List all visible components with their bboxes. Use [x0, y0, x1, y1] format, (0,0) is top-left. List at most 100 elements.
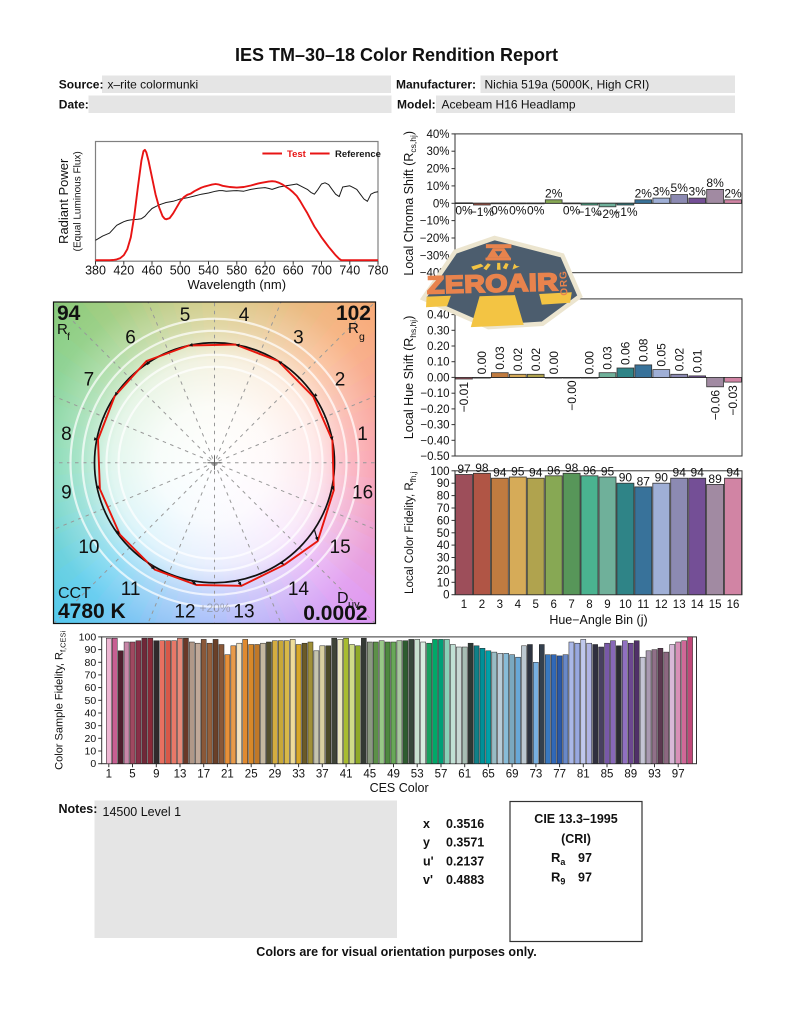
- svg-text:70: 70: [85, 669, 97, 681]
- svg-text:40: 40: [85, 708, 97, 720]
- svg-text:1: 1: [106, 769, 112, 781]
- svg-text:−0.10: −0.10: [420, 388, 449, 400]
- svg-text:65: 65: [482, 769, 495, 781]
- svg-text:Acebeam H16 Headlamp: Acebeam H16 Headlamp: [442, 98, 576, 112]
- svg-text:(Equal Luminous Flux): (Equal Luminous Flux): [73, 151, 84, 251]
- svg-text:660: 660: [283, 264, 304, 278]
- svg-text:Notes:: Notes:: [59, 802, 98, 816]
- svg-text:16: 16: [727, 599, 740, 611]
- svg-text:100: 100: [430, 466, 449, 478]
- svg-text:9: 9: [604, 599, 610, 611]
- svg-text:6: 6: [550, 599, 556, 611]
- svg-text:30: 30: [437, 553, 450, 565]
- svg-text:0%: 0%: [563, 203, 581, 217]
- svg-text:CIE 13.3–1995: CIE 13.3–1995: [534, 812, 617, 826]
- svg-text:12: 12: [655, 599, 668, 611]
- svg-text:96: 96: [583, 463, 597, 477]
- svg-text:4: 4: [515, 599, 522, 611]
- svg-text:y: y: [423, 836, 430, 850]
- svg-text:0.05: 0.05: [655, 343, 669, 367]
- svg-text:60: 60: [85, 682, 97, 694]
- svg-text:500: 500: [170, 264, 191, 278]
- svg-text:Colors are for visual orientat: Colors are for visual orientation purpos…: [256, 945, 536, 959]
- svg-text:x–rite colormunki: x–rite colormunki: [108, 78, 199, 92]
- svg-text:0.3571: 0.3571: [446, 836, 484, 850]
- svg-text:13: 13: [174, 769, 187, 781]
- svg-text:10: 10: [78, 537, 99, 558]
- svg-text:IES TM–30–18 Color Rendition R: IES TM–30–18 Color Rendition Report: [235, 45, 558, 65]
- svg-text:g: g: [359, 331, 365, 343]
- svg-text:v': v': [423, 873, 433, 887]
- svg-text:0%: 0%: [527, 203, 545, 217]
- svg-text:10: 10: [619, 599, 632, 611]
- svg-text:87: 87: [637, 474, 651, 488]
- svg-text:Color Sample Fidelity, Rf,CESi: Color Sample Fidelity, Rf,CESi: [54, 630, 68, 769]
- svg-text:41: 41: [340, 769, 353, 781]
- svg-text:Model:: Model:: [397, 98, 436, 112]
- svg-text:81: 81: [577, 769, 590, 781]
- svg-text:89: 89: [624, 769, 637, 781]
- svg-text:0.10: 0.10: [427, 357, 449, 369]
- svg-text:Nichia 519a (5000K, High CRI): Nichia 519a (5000K, High CRI): [485, 78, 650, 92]
- svg-text:0.00: 0.00: [547, 351, 561, 375]
- svg-text:0.08: 0.08: [637, 338, 651, 362]
- svg-text:33: 33: [292, 769, 305, 781]
- svg-text:100: 100: [79, 631, 97, 643]
- svg-text:Date:: Date:: [59, 98, 89, 112]
- svg-text:30: 30: [85, 720, 97, 732]
- svg-text:0.03: 0.03: [601, 346, 615, 370]
- svg-text:90: 90: [619, 471, 633, 485]
- svg-text:Test: Test: [287, 149, 307, 160]
- svg-text:0%: 0%: [433, 198, 450, 210]
- svg-text:3: 3: [497, 599, 503, 611]
- svg-text:45: 45: [363, 769, 376, 781]
- svg-text:20: 20: [437, 565, 450, 577]
- svg-text:D: D: [337, 590, 349, 607]
- svg-text:97: 97: [672, 769, 685, 781]
- svg-text:53: 53: [411, 769, 424, 781]
- svg-text:5: 5: [532, 599, 538, 611]
- svg-text:10%: 10%: [426, 181, 449, 193]
- svg-text:−30%: −30%: [420, 250, 450, 262]
- svg-text:0.2137: 0.2137: [446, 854, 484, 868]
- svg-text:25: 25: [245, 769, 258, 781]
- svg-text:Wavelength (nm): Wavelength (nm): [188, 277, 287, 292]
- svg-text:29: 29: [269, 769, 282, 781]
- svg-text:80: 80: [437, 491, 450, 503]
- svg-text:380: 380: [85, 264, 106, 278]
- svg-text:0: 0: [443, 590, 449, 602]
- svg-text:94: 94: [529, 466, 543, 480]
- svg-text:80: 80: [85, 657, 97, 669]
- svg-text:94: 94: [57, 302, 81, 325]
- svg-text:0.02: 0.02: [529, 348, 543, 372]
- svg-text:94: 94: [493, 466, 507, 480]
- svg-text:0.02: 0.02: [672, 348, 686, 372]
- svg-text:0%: 0%: [491, 203, 509, 217]
- svg-text:50: 50: [437, 528, 450, 540]
- svg-text:R: R: [348, 320, 359, 337]
- svg-text:77: 77: [553, 769, 566, 781]
- svg-text:0.00: 0.00: [475, 351, 489, 375]
- svg-text:0.20: 0.20: [427, 341, 449, 353]
- svg-text:94: 94: [726, 466, 740, 480]
- svg-text:f: f: [67, 331, 70, 343]
- svg-text:0%: 0%: [509, 203, 527, 217]
- svg-text:5: 5: [129, 769, 135, 781]
- svg-text:Radiant Power: Radiant Power: [56, 158, 71, 244]
- svg-text:40%: 40%: [426, 129, 449, 141]
- svg-text:20%: 20%: [426, 164, 449, 176]
- svg-text:70: 70: [437, 503, 450, 515]
- svg-text:10: 10: [437, 577, 450, 589]
- svg-text:14: 14: [691, 599, 704, 611]
- svg-text:0.01: 0.01: [690, 349, 704, 373]
- svg-text:CCT: CCT: [58, 585, 91, 602]
- svg-text:0.00: 0.00: [583, 351, 597, 375]
- svg-text:96: 96: [547, 463, 561, 477]
- svg-text:0.3516: 0.3516: [446, 817, 484, 831]
- svg-text:Hue−Angle Bin (j): Hue−Angle Bin (j): [549, 613, 647, 627]
- svg-text:73: 73: [530, 769, 543, 781]
- svg-text:50: 50: [85, 695, 97, 707]
- svg-text:57: 57: [435, 769, 448, 781]
- svg-text:37: 37: [316, 769, 329, 781]
- svg-text:85: 85: [601, 769, 614, 781]
